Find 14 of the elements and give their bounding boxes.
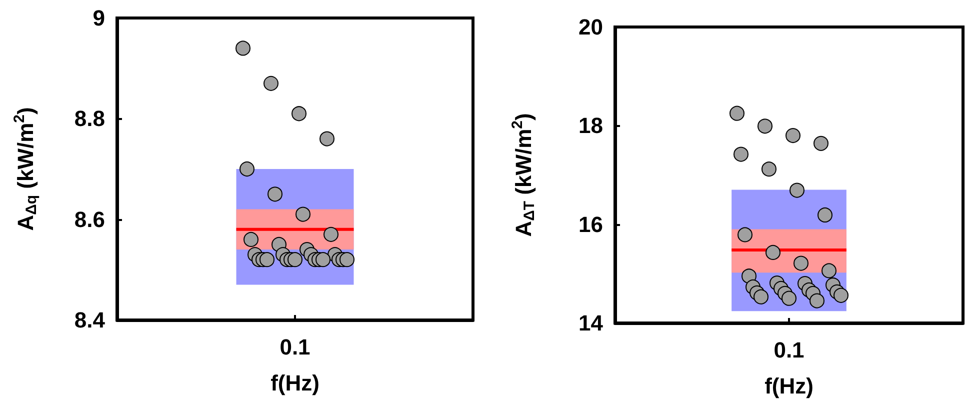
y-tick-label: 14 (578, 310, 604, 336)
y-axis-title: AΔq (kW/m2) (11, 107, 40, 231)
y-tick-label: 8.6 (74, 206, 105, 232)
x-tick-label: 0.1 (774, 338, 804, 362)
y-axis-title: AΔT (kW/m2) (509, 113, 538, 237)
x-tick-label: 0.1 (280, 334, 310, 360)
y-tick-label: 18 (578, 113, 603, 138)
y-tick-label: 20 (578, 14, 603, 40)
y-tick-label: 8.8 (74, 106, 105, 132)
x-axis-title: f(Hz) (270, 370, 320, 396)
y-tick-label: 16 (578, 212, 603, 237)
y-tick-label: 9 (92, 6, 105, 30)
x-axis-title: f(Hz) (764, 374, 814, 398)
y-tick-label: 8.4 (74, 308, 106, 332)
